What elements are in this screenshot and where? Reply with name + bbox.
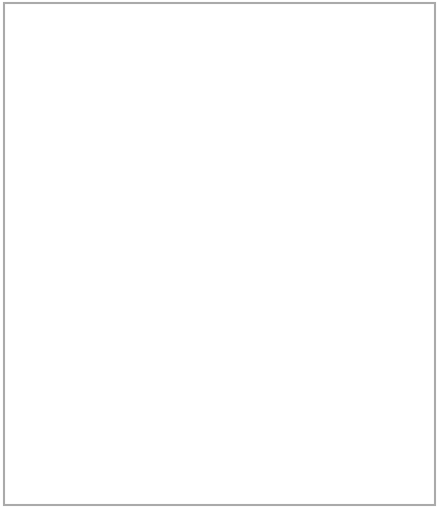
- Text: G: G: [225, 57, 234, 71]
- Text: G: G: [362, 340, 370, 354]
- Text: G: G: [384, 57, 392, 71]
- Text: A: A: [157, 17, 166, 31]
- Text: A: A: [157, 57, 166, 71]
- Text: T: T: [316, 17, 325, 31]
- Text: A: A: [157, 199, 166, 212]
- Text: T: T: [339, 340, 347, 354]
- Text: G: G: [225, 199, 234, 212]
- Text: G: G: [293, 17, 302, 31]
- Text: T: T: [339, 199, 347, 212]
- Text: G: G: [203, 17, 211, 31]
- Text: T: T: [134, 340, 143, 354]
- Text: III1:DNA: III1:DNA: [9, 340, 77, 354]
- Text: C: C: [112, 340, 120, 354]
- Text: C: C: [112, 17, 120, 31]
- Text: G: G: [248, 199, 256, 212]
- Text: T: T: [339, 17, 347, 31]
- Text: C: C: [112, 57, 120, 71]
- Text: G: G: [271, 57, 279, 71]
- Text: G: G: [203, 340, 211, 354]
- Text: Reference: Reference: [9, 17, 92, 32]
- Text: II1:DNA: II1:DNA: [9, 198, 72, 213]
- Text: T: T: [293, 340, 302, 354]
- Text: G: G: [180, 57, 188, 71]
- Text: G: G: [384, 17, 392, 31]
- Text: G: G: [248, 17, 256, 31]
- Text: T: T: [134, 199, 143, 212]
- Text: G: G: [248, 340, 256, 354]
- Text: G: G: [225, 340, 234, 354]
- Text: G: G: [180, 17, 188, 31]
- Text: T: T: [316, 199, 325, 212]
- Text: G: G: [180, 199, 188, 212]
- Text: C: C: [112, 199, 120, 212]
- Text: T: T: [316, 57, 325, 71]
- Text: T: T: [362, 17, 370, 31]
- Text: G: G: [271, 17, 279, 31]
- Text: G: G: [203, 199, 211, 212]
- Text: G: G: [225, 17, 234, 31]
- Text: T: T: [316, 340, 325, 354]
- Text: G: G: [180, 340, 188, 354]
- Text: G: G: [362, 199, 370, 212]
- Text: T: T: [134, 57, 143, 71]
- Text: T: T: [362, 57, 370, 71]
- Text: T: T: [134, 17, 143, 31]
- Text: T: T: [293, 199, 302, 212]
- Text: G: G: [203, 57, 211, 71]
- Text: G: G: [293, 57, 302, 71]
- Text: G: G: [271, 340, 279, 354]
- Text: G: G: [248, 57, 256, 71]
- Text: T: T: [339, 57, 347, 71]
- Text: G: G: [271, 199, 279, 212]
- Text: II2: DNA: II2: DNA: [9, 56, 77, 71]
- Text: A: A: [157, 340, 166, 354]
